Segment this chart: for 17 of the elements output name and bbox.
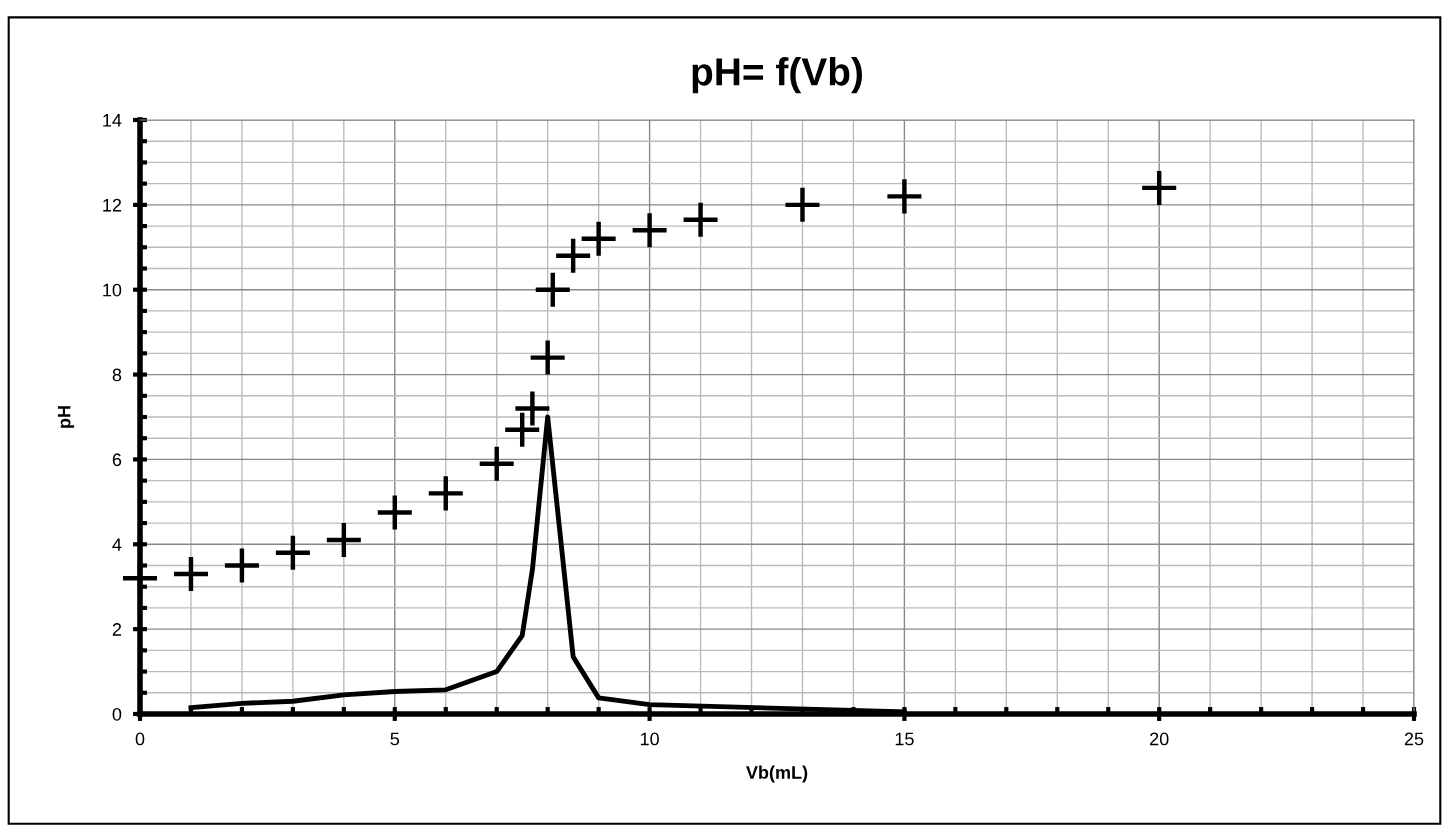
x-tick-label: 0 — [135, 732, 145, 746]
x-tick-label: 10 — [640, 732, 659, 746]
x-tick-label: 5 — [390, 732, 400, 746]
x-tick-label: 25 — [1404, 732, 1424, 746]
x-tick-label: 15 — [895, 732, 914, 746]
x-tick-label: 20 — [1150, 732, 1169, 746]
x-axis-title: Vb(mL) — [746, 765, 808, 783]
y-tick-label: 2 — [112, 623, 122, 636]
y-axis-title: pH — [57, 406, 75, 428]
y-tick-label: 10 — [103, 283, 122, 297]
y-tick-label: 8 — [112, 368, 122, 382]
y-tick-label: 14 — [103, 114, 122, 127]
y-tick-label: 6 — [112, 453, 122, 467]
y-tick-label: 0 — [112, 707, 122, 721]
y-tick-label: 12 — [103, 198, 122, 212]
chart-title: pH= f(Vb) — [692, 57, 863, 94]
y-tick-label: 4 — [112, 538, 122, 551]
